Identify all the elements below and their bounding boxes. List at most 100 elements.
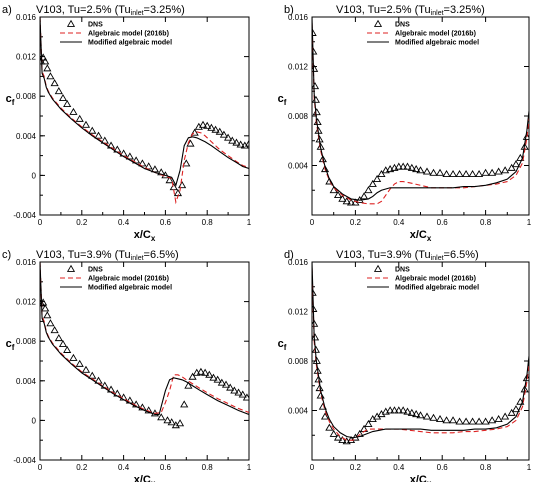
legend-dns-marker	[66, 19, 76, 27]
dns-point	[442, 169, 451, 178]
dns-point	[481, 417, 490, 425]
dns-point	[407, 408, 416, 416]
y-axis-label-sub: f	[284, 98, 287, 107]
dns-point	[488, 416, 497, 424]
dns-point	[88, 371, 97, 379]
y-tick-label: -0.004	[13, 211, 36, 220]
panel-title: V103, Tu=3.9% (Tuinlet=6.5%)	[36, 249, 179, 262]
dns-point	[190, 128, 199, 136]
dns-point	[184, 381, 193, 389]
y-tick-label: 0.016	[16, 13, 37, 22]
dns-point	[312, 64, 319, 72]
dns-point	[41, 304, 50, 312]
dns-point	[209, 373, 218, 381]
dns-point	[429, 413, 438, 421]
x-axis-label-sub: x	[151, 234, 156, 243]
dns-point	[501, 412, 510, 420]
y-tick-label: 0.008	[16, 92, 37, 101]
title-main: V103, Tu=3.9% (Tu	[36, 249, 131, 261]
x-tick-label: 0.2	[350, 218, 362, 227]
dns-point	[94, 131, 103, 139]
dns-point	[390, 406, 399, 414]
x-axis-label-main: x/C	[410, 474, 427, 482]
x-axis-label: x/Cx	[134, 474, 156, 482]
x-tick-label: 0.4	[118, 463, 130, 472]
dns-point	[333, 191, 343, 199]
dns-point	[422, 167, 432, 175]
dns-point	[213, 375, 222, 383]
x-tick-label: 0.4	[118, 218, 130, 227]
x-tick-label: 0.6	[437, 463, 449, 472]
series-modified-line	[312, 262, 529, 439]
y-tick-label: 0	[32, 416, 37, 425]
y-axis-label: cf	[278, 93, 287, 107]
title-end: =3.25%)	[444, 4, 485, 16]
x-axis-label: x/Cx	[410, 474, 432, 482]
panel-title: V103, Tu=2.5% (Tuinlet=3.25%)	[336, 4, 485, 17]
dns-point	[175, 419, 185, 427]
series-modified-line	[40, 17, 249, 187]
x-axis-label-sub: x	[427, 479, 432, 482]
dns-point	[516, 153, 525, 161]
y-tick-label: 0.012	[288, 308, 309, 317]
dns-point	[399, 162, 408, 170]
dns-point	[228, 136, 237, 144]
chart-panel-b: 0 0.2 0.4 0.6 0.8 1 0.004 0.008 0.012 0.016b) V103…	[278, 4, 532, 243]
dns-point	[338, 194, 347, 202]
x-tick-label: 0	[310, 463, 315, 472]
dns-point	[461, 169, 471, 178]
y-axis-label-main: c	[6, 338, 12, 350]
dns-point	[40, 57, 46, 65]
dns-point	[522, 374, 529, 382]
dns-point	[416, 166, 425, 174]
dns-point	[205, 370, 214, 378]
dns-point	[315, 384, 324, 392]
x-tick-label: 0.8	[202, 463, 214, 472]
title-main: V103, Tu=2.5% (Tu	[36, 4, 131, 16]
dns-point	[178, 181, 187, 189]
dns-point	[501, 166, 510, 174]
dns-point	[475, 417, 484, 425]
dns-point	[207, 123, 216, 131]
y-axis-label-sub: f	[284, 343, 287, 352]
legend-entry: Modified algebraic model	[88, 40, 172, 47]
dns-point	[461, 417, 471, 425]
dns-point	[163, 416, 172, 424]
dns-point	[507, 163, 516, 171]
y-tick-label: 0.004	[16, 132, 37, 141]
panel-title: V103, Tu=2.5% (Tuinlet=3.25%)	[36, 4, 185, 17]
dns-point	[180, 400, 189, 408]
legend: DNS Algebraic model (2016b) Modified algeb…	[367, 19, 479, 47]
dns-point	[516, 397, 525, 405]
y-tick-label: 0.004	[288, 162, 309, 171]
legend-dns-marker	[66, 264, 76, 272]
y-tick-label: 0.012	[288, 63, 309, 72]
series-modified-line	[312, 17, 529, 201]
dns-point	[75, 114, 84, 122]
dns-point	[132, 156, 141, 164]
dns-point	[43, 311, 52, 319]
plot-area	[312, 17, 529, 206]
dns-point	[394, 406, 403, 414]
dns-point	[325, 423, 334, 431]
title-end: =6.5%)	[144, 249, 179, 261]
x-tick-label: 0.8	[480, 463, 492, 472]
dns-point	[50, 79, 59, 87]
panel-label: a)	[2, 4, 12, 16]
series-algebraic-line	[312, 23, 529, 205]
y-axis-label-main: c	[278, 338, 284, 350]
dns-point	[429, 168, 438, 176]
x-tick-label: 0.6	[160, 218, 172, 227]
dns-point	[167, 418, 176, 426]
y-tick-label: -0.004	[13, 456, 36, 465]
x-tick-label: 0.8	[202, 218, 214, 227]
plot-area	[40, 262, 249, 429]
dns-point	[196, 367, 206, 375]
y-tick-label: 0.008	[288, 112, 309, 121]
x-tick-label: 0.6	[437, 218, 449, 227]
dns-point	[224, 133, 233, 141]
title-subscript: inlet	[431, 10, 444, 17]
chart-panel-c: 0 0.2 0.4 0.6 0.8 1-0.00400.0040.0080.0120.01…	[2, 249, 252, 482]
legend-dns-marker	[373, 19, 383, 27]
